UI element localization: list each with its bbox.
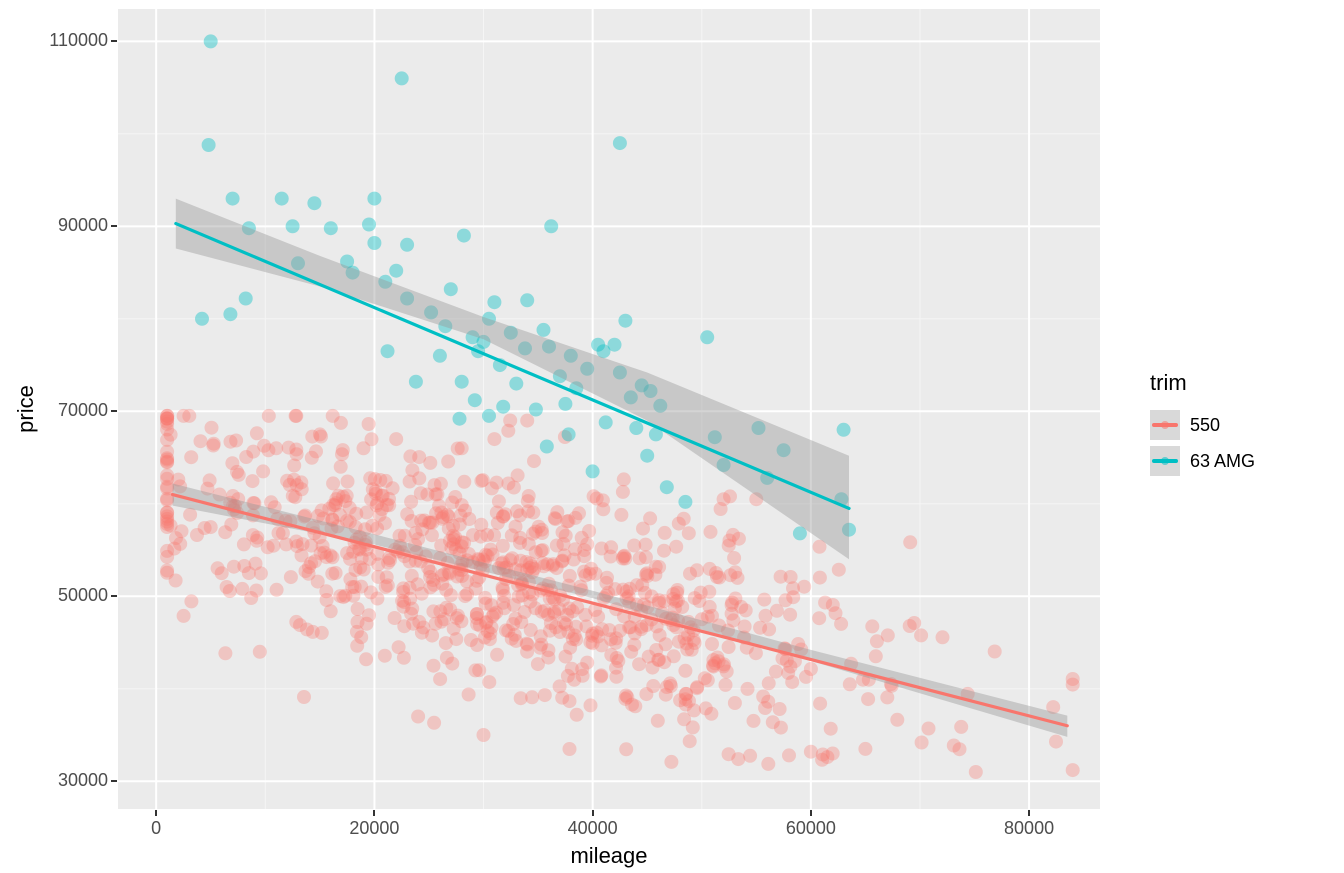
- y-tick-mark: [111, 780, 117, 782]
- x-tick-label: 60000: [771, 818, 851, 839]
- x-axis-label-text: mileage: [570, 843, 647, 868]
- y-tick-label: 70000: [58, 400, 108, 421]
- plot-svg: [118, 9, 1100, 809]
- y-tick-label: 50000: [58, 585, 108, 606]
- legend-dot-icon: [1161, 421, 1169, 429]
- x-tick-label: 20000: [334, 818, 414, 839]
- x-tick-label: 80000: [989, 818, 1069, 839]
- x-tick-label: 40000: [553, 818, 633, 839]
- y-tick-mark: [111, 595, 117, 597]
- x-tick-mark: [592, 810, 594, 816]
- legend-label: 550: [1190, 415, 1220, 436]
- x-tick-mark: [1028, 810, 1030, 816]
- figure: price 30000 50000 70000 90000 110000 0 20000 4…: [0, 0, 1344, 873]
- legend-key: [1150, 446, 1180, 476]
- x-tick-mark: [810, 810, 812, 816]
- y-axis-label-text: price: [13, 385, 39, 433]
- legend-item-63amg: 63 AMG: [1150, 446, 1255, 476]
- legend-items: 550 63 AMG: [1150, 410, 1255, 476]
- y-tick-mark: [111, 225, 117, 227]
- y-axis-title: price: [6, 9, 46, 809]
- y-tick-mark: [111, 410, 117, 412]
- legend-title: trim: [1150, 370, 1255, 396]
- y-tick-label: 110000: [49, 30, 108, 51]
- legend-dot-icon: [1161, 457, 1169, 465]
- x-tick-label: 0: [116, 818, 196, 839]
- legend-item-550: 550: [1150, 410, 1255, 440]
- y-tick-label: 90000: [58, 215, 108, 236]
- legend-label: 63 AMG: [1190, 451, 1255, 472]
- x-axis-title: mileage: [118, 843, 1100, 869]
- x-tick-mark: [155, 810, 157, 816]
- plot-panel: [118, 9, 1100, 809]
- x-tick-mark: [373, 810, 375, 816]
- legend-key: [1150, 410, 1180, 440]
- y-tick-label: 30000: [58, 770, 108, 791]
- y-tick-mark: [111, 40, 117, 42]
- legend: trim 550 63 AMG: [1150, 370, 1255, 482]
